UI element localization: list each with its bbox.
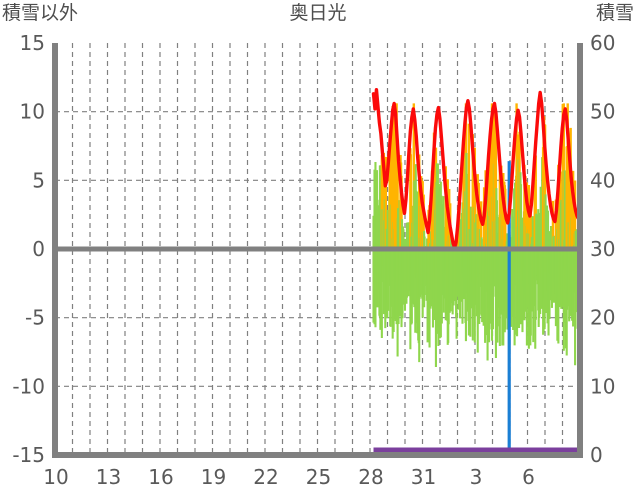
x-axis-tick-label: 13 [96,465,121,489]
x-axis-tick-labels: 10 13 16 19 22 25 28 31 3 6 [43,465,535,489]
x-axis-tick-label: 19 [201,465,226,489]
x-axis-tick-label: 28 [358,465,383,489]
x-axis-tick-label: 22 [253,465,278,489]
right-axis-tick-label: 60 [590,31,615,55]
left-axis-tick-label: 15 [20,31,45,55]
left-axis-tick-label: -10 [12,374,45,398]
plot-frame [52,43,583,458]
right-axis-tick-label: 30 [590,237,615,261]
x-axis-tick-label: 25 [306,465,331,489]
right-axis-tick-labels: 60 50 40 30 20 10 0 [590,31,615,467]
right-axis-tick-label: 10 [590,374,615,398]
chart-title: 奥日光 [289,2,347,24]
x-axis-tick-label: 31 [411,465,436,489]
left-axis-title: 積雪以外 [2,2,79,24]
x-axis-tick-label: 3 [470,465,483,489]
x-axis-tick-label: 6 [522,465,535,489]
left-axis-tick-label: -15 [12,443,45,467]
left-axis-tick-label: -5 [25,306,45,330]
bar-series [372,103,581,367]
left-axis-tick-label: 0 [32,237,45,261]
left-axis-tick-labels: 15 10 5 0 -5 -10 -15 [12,31,45,467]
red-temperature-line [371,87,582,250]
right-axis-tick-label: 50 [590,100,615,124]
x-axis-tick-label: 16 [148,465,173,489]
right-axis-tick-label: 20 [590,306,615,330]
data-series-layer [371,87,582,455]
right-axis-tick-label: 40 [590,168,615,192]
right-axis-tick-label: 0 [590,443,603,467]
right-axis-title: 積雪 [595,2,634,24]
left-axis-tick-label: 5 [32,168,45,192]
x-axis-tick-label: 10 [43,465,68,489]
left-axis-tick-label: 10 [20,100,45,124]
